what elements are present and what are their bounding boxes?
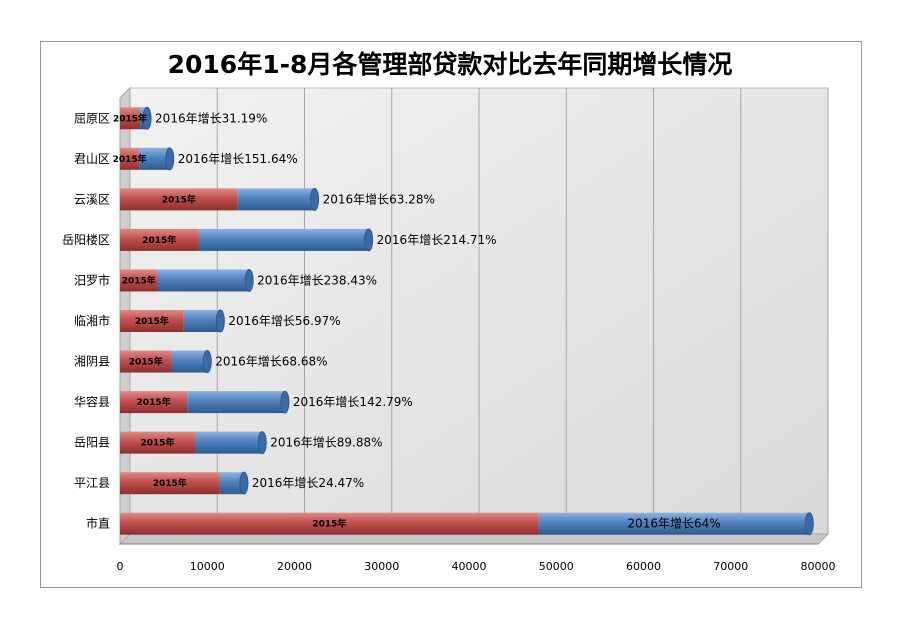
bar-cap [364, 228, 374, 252]
bar-2015-label: 2015年 [113, 112, 147, 124]
bar-2016-label: 2016年增长238.43% [257, 273, 377, 287]
bar-2015-label: 2015年 [162, 193, 196, 205]
bar-cap [804, 512, 814, 536]
x-tick-label: 40000 [452, 560, 487, 573]
bar-2016-label: 2016年增长142.79% [293, 395, 413, 409]
category-label: 岳阳楼区 [62, 232, 110, 247]
bar-cap [202, 350, 212, 374]
bar-2015 [120, 472, 220, 495]
bar-2015 [120, 350, 172, 373]
bar-cap [257, 431, 267, 455]
bar-2016 [198, 228, 369, 251]
bar-2015-label: 2015年 [153, 477, 187, 489]
bar-2016-label: 2016年增长31.19% [155, 111, 267, 125]
x-tick-label: 30000 [364, 560, 399, 573]
category-label: 云溪区 [74, 192, 110, 206]
bar-2015 [120, 310, 184, 332]
bar-2015-label: 2015年 [122, 274, 156, 286]
bar-2016 [139, 147, 170, 170]
category-label: 岳阳县 [74, 436, 110, 450]
bar-2015 [120, 228, 199, 251]
x-tick-label: 20000 [277, 560, 312, 573]
bar-2015-label: 2015年 [137, 396, 171, 408]
category-label: 湘阴县 [74, 354, 110, 369]
bar-2015 [120, 391, 188, 414]
x-tick-label: 50000 [539, 560, 574, 573]
bar-2016-label: 2016年增长89.88% [270, 436, 382, 450]
bar-2016 [538, 512, 810, 535]
bar-cap [244, 268, 254, 292]
bar-2015 [120, 269, 158, 292]
bar-2015 [120, 431, 196, 454]
bar-2015 [120, 147, 140, 170]
bar-2016 [195, 431, 263, 454]
bar-cap [280, 390, 290, 414]
x-tick-label: 70000 [713, 560, 748, 573]
bar-cap [142, 106, 152, 130]
bar-2016-label: 2016年增长214.71% [377, 233, 497, 247]
category-label: 汨罗市 [74, 272, 110, 287]
category-label: 屈原区 [74, 111, 110, 125]
bar-2015-label: 2015年 [113, 153, 147, 165]
bar-2016 [237, 188, 315, 211]
category-label: 平江县 [74, 476, 110, 490]
category-label: 市直 [86, 516, 110, 531]
chart-title: 2016年1-8月各管理部贷款对比去年同期增长情况 [167, 50, 733, 79]
category-label: 临湘市 [74, 313, 110, 328]
bar-2016-label: 2016年增长56.97% [228, 314, 340, 328]
bar-2016-label: 2016年增长68.68% [215, 355, 327, 369]
bar-2015-label: 2015年 [129, 356, 163, 368]
bar-cap [215, 309, 225, 333]
bar-2016-label: 2016年增长151.64% [178, 152, 298, 166]
bar-cap [310, 187, 320, 211]
bar-2015-label: 2015年 [140, 437, 174, 449]
bar-cap [239, 471, 249, 495]
bar-2016 [187, 391, 285, 414]
bar-2015 [120, 107, 141, 130]
bar-2016-label: 2016年增长63.28% [323, 192, 435, 206]
category-label: 华容县 [74, 394, 110, 409]
bar-2015-label: 2015年 [142, 234, 176, 246]
bar-2016 [219, 472, 244, 495]
x-tick-label: 60000 [626, 560, 661, 573]
x-tick-label: 80000 [801, 560, 836, 573]
bar-2016 [183, 310, 221, 332]
plot-floor [118, 533, 830, 545]
bar-2015 [120, 512, 539, 535]
x-tick-label: 10000 [190, 560, 225, 573]
bar-2015 [120, 188, 238, 211]
bar-cap [165, 147, 175, 171]
bar-2015-label: 2015年 [312, 518, 346, 530]
bar-2016 [157, 269, 250, 292]
bar-2016-label: 2016年增长64% [627, 517, 720, 531]
bar-2015-label: 2015年 [135, 315, 169, 327]
x-tick-label: 0 [117, 560, 124, 573]
category-label: 君山区 [74, 152, 110, 166]
bar-2016 [171, 350, 208, 373]
bar-2016-label: 2016年增长24.47% [252, 476, 364, 490]
